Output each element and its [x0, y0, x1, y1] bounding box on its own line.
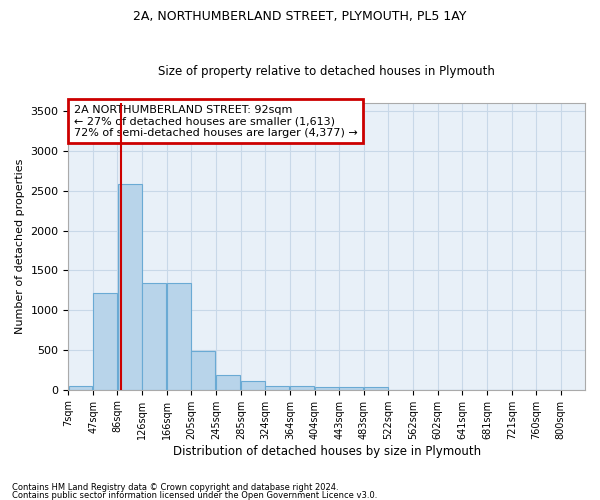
Text: 2A NORTHUMBERLAND STREET: 92sqm
← 27% of detached houses are smaller (1,613)
72%: 2A NORTHUMBERLAND STREET: 92sqm ← 27% of…: [74, 104, 358, 138]
Bar: [217, 374, 240, 390]
Bar: [265, 386, 289, 390]
Bar: [364, 388, 388, 390]
Bar: [142, 283, 166, 390]
X-axis label: Distribution of detached houses by size in Plymouth: Distribution of detached houses by size …: [173, 444, 481, 458]
Bar: [94, 292, 117, 390]
Bar: [191, 350, 215, 390]
Text: Contains public sector information licensed under the Open Government Licence v3: Contains public sector information licen…: [12, 490, 377, 500]
Title: Size of property relative to detached houses in Plymouth: Size of property relative to detached ho…: [158, 66, 495, 78]
Bar: [315, 388, 339, 390]
Text: Contains HM Land Registry data © Crown copyright and database right 2024.: Contains HM Land Registry data © Crown c…: [12, 484, 338, 492]
Bar: [339, 388, 363, 390]
Bar: [118, 184, 142, 390]
Text: 2A, NORTHUMBERLAND STREET, PLYMOUTH, PL5 1AY: 2A, NORTHUMBERLAND STREET, PLYMOUTH, PL5…: [133, 10, 467, 23]
Bar: [167, 283, 191, 390]
Bar: [241, 382, 265, 390]
Bar: [68, 386, 92, 390]
Bar: [290, 386, 314, 390]
Y-axis label: Number of detached properties: Number of detached properties: [15, 159, 25, 334]
